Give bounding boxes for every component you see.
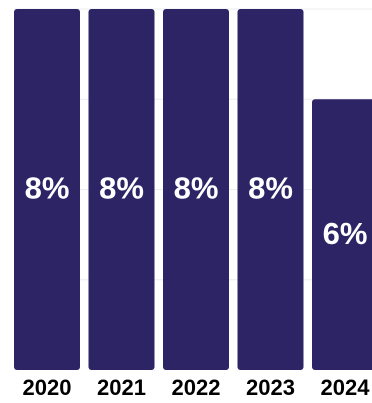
x-tick-label-2022: 2022 (172, 375, 221, 400)
value-label-2024: 6% (323, 216, 368, 251)
x-tick-label-2024: 2024 (321, 375, 371, 400)
x-tick-label-2021: 2021 (97, 375, 146, 400)
bar-2022 (163, 9, 229, 370)
x-tick-label-2023: 2023 (246, 375, 295, 400)
value-label-2020: 8% (25, 171, 70, 206)
bar-2021 (88, 9, 155, 370)
x-tick-label-2020: 2020 (23, 375, 72, 400)
value-label-2021: 8% (99, 171, 144, 206)
value-label-2022: 8% (174, 171, 219, 206)
value-label-2023: 8% (248, 171, 293, 206)
bar-2023 (237, 9, 304, 370)
bar-2024 (312, 99, 372, 370)
bar-2020 (14, 9, 80, 370)
bars-group (14, 9, 372, 370)
x-axis-ticks: 2020 2021 2022 2023 2024 (23, 375, 371, 400)
value-labels-group: 8% 8% 8% 8% 6% (25, 171, 368, 251)
